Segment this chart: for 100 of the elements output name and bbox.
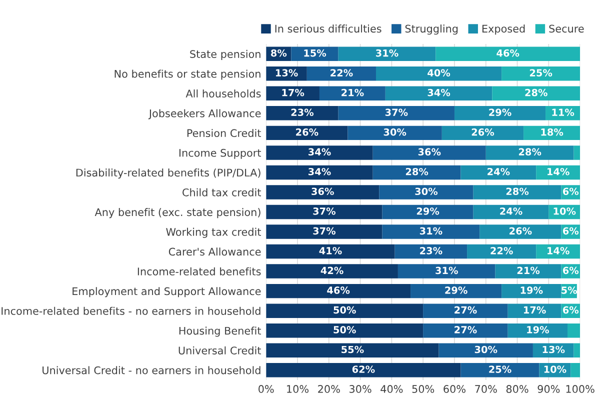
bar: [266, 165, 373, 180]
data-label: 34%: [308, 168, 331, 176]
data-label: 22%: [490, 246, 513, 254]
bar: [492, 86, 580, 101]
data-label: 8%: [271, 49, 287, 57]
y-tick-label: All households: [186, 89, 261, 98]
y-tick-label: Housing Benefit: [179, 326, 261, 337]
bar: [467, 244, 536, 259]
y-tick-label: Working tax credit: [166, 228, 261, 238]
data-label: 13%: [276, 69, 298, 76]
bar: [570, 363, 580, 378]
data-label: 28%: [406, 168, 428, 176]
bar: [348, 126, 442, 140]
data-label: 30%: [474, 346, 498, 354]
data-label: 50%: [334, 326, 356, 334]
y-tick-label: Child tax credit: [182, 188, 261, 196]
data-label: 37%: [313, 207, 336, 215]
data-label: 27%: [454, 326, 477, 334]
data-label: 24%: [500, 207, 522, 215]
data-label: 36%: [312, 188, 334, 196]
data-label: 30%: [415, 188, 438, 196]
bar: [480, 224, 562, 239]
data-label: 13%: [542, 346, 565, 354]
data-label: 6%: [562, 227, 579, 235]
data-label: 36%: [418, 148, 441, 156]
bar: [266, 126, 348, 140]
data-label: 26%: [472, 128, 494, 136]
bar: [438, 343, 533, 358]
data-label: 50%: [334, 306, 356, 314]
bar: [486, 146, 574, 160]
x-tick-label: 80%: [506, 385, 528, 393]
data-label: 55%: [342, 346, 364, 354]
data-label: 14%: [548, 246, 570, 254]
data-label: 17%: [524, 306, 546, 314]
data-label: 30%: [384, 128, 406, 136]
bar: [410, 284, 502, 298]
bar: [376, 66, 502, 81]
y-tick-label: Universal Credit - no earners in household: [42, 366, 260, 374]
bar: [436, 46, 580, 61]
bar: [379, 185, 474, 200]
x-tick-label: 50%: [412, 385, 434, 393]
bar: [266, 264, 398, 278]
data-label: 28%: [506, 188, 529, 196]
data-label: 42%: [320, 266, 344, 274]
data-label: 23%: [420, 246, 442, 254]
bar: [266, 244, 395, 259]
data-label: 10%: [544, 366, 566, 373]
y-tick-label: Employment and Support Allowance: [72, 287, 261, 298]
bar: [266, 146, 373, 160]
y-tick-label: Any benefit (exc. state pension): [94, 208, 260, 218]
bar: [502, 284, 562, 298]
bar: [473, 204, 549, 220]
data-label: 21%: [517, 266, 540, 274]
data-label: 22%: [330, 69, 353, 76]
data-label: 19%: [520, 286, 543, 294]
data-label: 17%: [282, 88, 304, 96]
legend-label: Struggling: [405, 24, 458, 35]
bar: [266, 304, 424, 318]
bar: [266, 224, 382, 239]
data-label: 11%: [552, 108, 574, 116]
x-tick-label: 100%: [566, 385, 594, 393]
bar: [266, 284, 411, 298]
data-label: 34%: [428, 88, 450, 96]
data-label: 40%: [428, 69, 450, 76]
x-tick-label: 70%: [475, 385, 497, 393]
data-label: 6%: [562, 266, 579, 274]
bar: [568, 323, 580, 338]
legend-label: Exposed: [482, 24, 525, 35]
bar: [502, 66, 580, 81]
bar: [291, 46, 338, 61]
bar: [508, 323, 568, 338]
data-label: 28%: [518, 148, 542, 156]
data-label: 62%: [352, 366, 375, 373]
bar: [266, 86, 320, 101]
bar: [382, 204, 474, 220]
y-tick-label: Pension Credit: [187, 128, 261, 138]
data-label: 28%: [525, 88, 548, 96]
bar: [266, 323, 424, 338]
data-label: 6%: [562, 306, 579, 314]
data-label: 25%: [530, 69, 552, 76]
data-label: 21%: [342, 88, 364, 96]
x-tick-label: 10%: [287, 385, 309, 393]
data-label: 41%: [319, 246, 342, 254]
y-tick-label: Jobseekers Allowance: [148, 109, 261, 120]
y-tick-label: Universal Credit: [178, 346, 261, 354]
data-label: 27%: [454, 306, 477, 314]
data-label: 18%: [541, 128, 564, 136]
data-label: 29%: [416, 207, 440, 215]
data-label: 5%: [562, 286, 578, 294]
bar: [574, 343, 580, 358]
data-label: 37%: [313, 227, 336, 235]
bar: [338, 106, 454, 120]
bar: [385, 86, 492, 101]
bar: [423, 323, 508, 338]
bar: [266, 343, 439, 358]
x-tick-label: 90%: [538, 385, 560, 393]
data-label: 15%: [304, 49, 326, 57]
data-label: 19%: [527, 326, 550, 334]
bar: [473, 185, 562, 200]
bar: [460, 165, 536, 180]
